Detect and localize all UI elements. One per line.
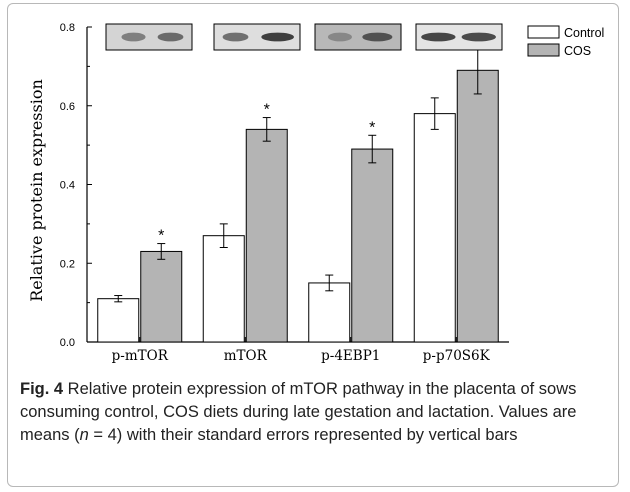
x-tick-label: mTOR [224, 348, 268, 364]
legend-label-cos: COS [564, 44, 591, 58]
bar-cos-p-4ebp1 [351, 148, 394, 343]
blot-band [157, 32, 184, 42]
blot-band [261, 32, 294, 42]
caption-n-symbol: n [79, 426, 89, 444]
bar-control-p-4ebp1 [308, 282, 351, 343]
legend-swatch-control [527, 25, 560, 39]
bar-control-mtor [202, 235, 245, 343]
significance-marker: * [369, 119, 375, 136]
y-axis-title: Relative protein expression [27, 79, 46, 302]
bar-cos-mtor [245, 128, 288, 343]
figure-caption: Fig. 4 Relative protein expression of mT… [20, 378, 616, 447]
blot-band [461, 32, 496, 42]
bar-chart: 0.0 0.2 0.4 0.6 0.8 Relative protein expressi… [27, 22, 604, 364]
caption-text-2: = 4) with their standard errors represen… [88, 426, 518, 444]
figure-frame [7, 3, 619, 487]
bar-control-p-p70s6k [413, 113, 456, 343]
figure-label: Fig. 4 [20, 380, 64, 398]
bar-cos-p-mtor [140, 250, 183, 343]
y-tick-label: 0.2 [60, 258, 75, 270]
y-tick-label: 0.8 [60, 22, 75, 34]
significance-marker: * [264, 102, 270, 119]
bar-control-p-mtor [97, 298, 140, 343]
legend-label-control: Control [564, 26, 604, 40]
blot-band [327, 32, 352, 42]
blot-band [222, 32, 249, 42]
significance-marker: * [158, 228, 164, 245]
x-tick-label: p-p70S6K [423, 348, 491, 364]
y-tick-label: 0.6 [60, 101, 75, 113]
blot-band [421, 32, 456, 42]
blot-band [362, 32, 393, 42]
bar-cos-p-p70s6k [456, 69, 499, 343]
caption-text-1: Relative protein expression of mTOR path… [20, 380, 577, 444]
y-tick-label: 0.4 [60, 180, 75, 192]
y-tick-label: 0.0 [60, 337, 75, 349]
x-tick-label: p-mTOR [112, 348, 169, 364]
blot-band [121, 32, 146, 42]
x-tick-label: p-4EBP1 [321, 348, 380, 364]
legend-swatch-cos [527, 43, 560, 57]
plot-area: 0.0 0.2 0.4 0.6 0.8 Relative protein expressi… [27, 22, 604, 364]
